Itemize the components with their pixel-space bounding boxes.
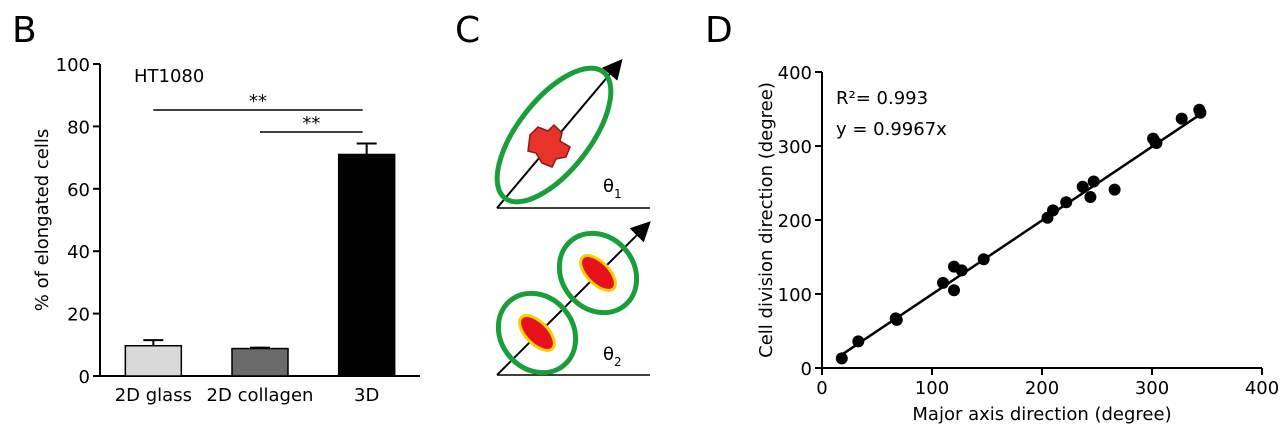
point xyxy=(956,264,968,276)
y-tick-label: 300 xyxy=(778,137,812,158)
point xyxy=(1047,204,1059,216)
angle-label: θ2 xyxy=(603,344,622,369)
significance-label: ** xyxy=(249,91,267,112)
point xyxy=(948,284,960,296)
figure: B C D θ1 θ2 0 20 40 60 80 100 % of elongated c… xyxy=(0,0,1284,432)
point xyxy=(852,335,864,347)
point xyxy=(1109,184,1121,196)
x-axis-label: Major axis direction (degree) xyxy=(912,404,1171,425)
x-tick-label: 2D collagen xyxy=(207,385,314,406)
x-tick-label: 100 xyxy=(915,378,949,399)
x-tick-label: 0 xyxy=(816,378,827,399)
point xyxy=(1088,176,1100,188)
point xyxy=(1084,191,1096,203)
point xyxy=(1176,113,1188,125)
point xyxy=(836,352,848,364)
y-tick-label: 80 xyxy=(67,117,90,138)
diagram: θ1 θ2 xyxy=(476,50,652,389)
y-tick-label: 60 xyxy=(67,180,90,201)
nucleus xyxy=(514,310,561,357)
x-tick-label: 3D xyxy=(354,385,379,406)
point xyxy=(1150,137,1162,149)
y-axis-label: Cell division direction (degree) xyxy=(756,82,777,358)
x-tick-label: 300 xyxy=(1135,378,1169,399)
bar xyxy=(232,349,288,376)
point xyxy=(937,277,949,289)
y-tick-label: 200 xyxy=(778,211,812,232)
y-tick-label: 100 xyxy=(56,55,90,76)
panel-label: D xyxy=(705,10,733,51)
panel-label: C xyxy=(455,10,480,51)
annotation: HT1080 xyxy=(134,66,204,87)
point xyxy=(1060,196,1072,208)
y-tick-label: 100 xyxy=(778,285,812,306)
y-tick-label: 20 xyxy=(67,305,90,326)
x-tick-label: 2D glass xyxy=(115,385,192,406)
annotation: y = 0.9967x xyxy=(836,119,947,140)
point xyxy=(978,253,990,265)
bar xyxy=(125,346,181,376)
bar xyxy=(339,154,395,376)
y-tick-label: 40 xyxy=(67,242,90,263)
x-tick-label: 400 xyxy=(1245,378,1279,399)
point xyxy=(891,314,903,326)
chromosomes xyxy=(528,125,570,167)
x-tick-label: 200 xyxy=(1025,378,1059,399)
y-tick-label: 0 xyxy=(801,359,812,380)
significance-label: ** xyxy=(302,113,320,134)
panel-label: B xyxy=(12,10,37,51)
annotation: R²= 0.993 xyxy=(836,88,928,109)
point xyxy=(1194,107,1206,119)
angle-label: θ1 xyxy=(603,176,622,201)
y-tick-label: 400 xyxy=(778,63,812,84)
y-tick-label: 0 xyxy=(79,367,90,388)
point xyxy=(1077,181,1089,193)
y-axis-label: % of elongated cells xyxy=(32,129,53,311)
